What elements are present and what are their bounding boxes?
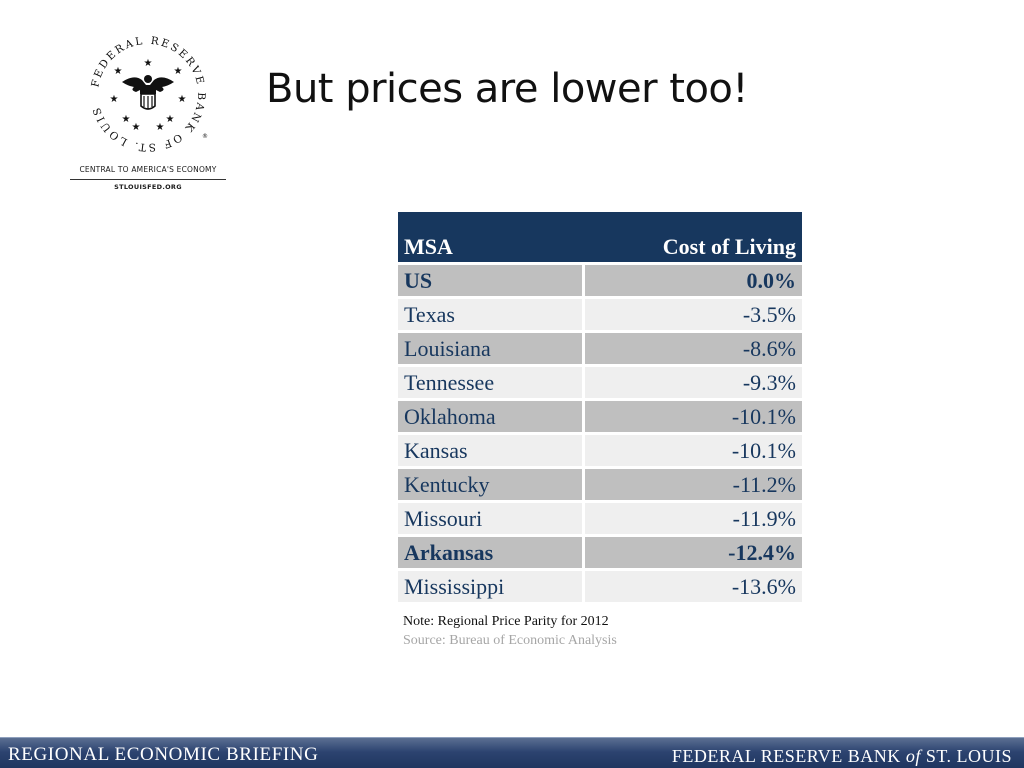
fed-seal-icon: FEDERAL RESERVE BANK OF ST. LOUIS ★ ★ ★ … xyxy=(89,35,208,153)
cost-of-living-cell: -12.4% xyxy=(583,534,802,570)
cost-of-living-cell: -8.6% xyxy=(583,330,802,366)
footer-briefing-label: REGIONAL ECONOMIC BRIEFING xyxy=(8,744,319,765)
msa-cell: Kentucky xyxy=(398,466,585,502)
cost-of-living-cell: -10.1% xyxy=(583,432,802,468)
table-row: US 0.0% xyxy=(398,262,802,298)
footer-bank-name: FEDERAL RESERVE BANK of ST. LOUIS xyxy=(672,746,1012,767)
slide-title: But prices are lower too! xyxy=(266,66,748,112)
msa-cell: Tennessee xyxy=(398,364,585,400)
footer-bank-name-pre: FEDERAL RESERVE BANK xyxy=(671,746,906,766)
registered-mark: ® xyxy=(202,133,208,140)
svg-text:★: ★ xyxy=(156,122,165,133)
cost-of-living-table: MSA Cost of Living US 0.0% Texas -3.5% Louis… xyxy=(398,212,802,602)
table-row: Louisiana -8.6% xyxy=(398,330,802,366)
svg-text:★: ★ xyxy=(174,66,183,77)
msa-cell: Louisiana xyxy=(398,330,585,366)
footer-bank-name-post: ST. LOUIS xyxy=(920,746,1012,766)
msa-cell: Kansas xyxy=(398,432,585,468)
table-row: Arkansas -12.4% xyxy=(398,534,802,570)
svg-text:★: ★ xyxy=(166,114,175,125)
table-source: Source: Bureau of Economic Analysis xyxy=(403,633,617,648)
table-row: Kansas -10.1% xyxy=(398,432,802,468)
table-row: Mississippi -13.6% xyxy=(398,568,802,602)
header-cost-of-living: Cost of Living xyxy=(583,212,802,264)
table-row: Oklahoma -10.1% xyxy=(398,398,802,434)
header-msa: MSA xyxy=(398,212,584,264)
msa-cell: Missouri xyxy=(398,500,585,536)
cost-of-living-cell: -10.1% xyxy=(583,398,802,434)
cost-of-living-cell: -11.9% xyxy=(583,500,802,536)
svg-text:★: ★ xyxy=(178,94,187,105)
logo-tagline: CENTRAL TO AMERICA'S ECONOMY xyxy=(70,165,226,180)
svg-text:★: ★ xyxy=(114,66,123,77)
cost-of-living-cell: -3.5% xyxy=(583,296,802,332)
footer-bar: REGIONAL ECONOMIC BRIEFING FEDERAL RESER… xyxy=(0,737,1024,768)
cost-of-living-table-container: MSA Cost of Living US 0.0% Texas -3.5% Louis… xyxy=(398,212,802,649)
table-row: Missouri -11.9% xyxy=(398,500,802,536)
cost-of-living-cell: -9.3% xyxy=(583,364,802,400)
table-row: Tennessee -9.3% xyxy=(398,364,802,400)
table-header-row: MSA Cost of Living xyxy=(398,212,802,264)
svg-text:★: ★ xyxy=(132,122,141,133)
table-body: US 0.0% Texas -3.5% Louisiana -8.6% Tennessee -… xyxy=(398,262,802,602)
svg-text:★: ★ xyxy=(122,114,131,125)
table-row: Kentucky -11.2% xyxy=(398,466,802,502)
table-note: Note: Regional Price Parity for 2012 xyxy=(403,614,609,629)
cost-of-living-cell: -11.2% xyxy=(583,466,802,502)
msa-cell: Arkansas xyxy=(398,534,585,570)
logo-website: STLOUISFED.ORG xyxy=(114,183,182,191)
cost-of-living-cell: -13.6% xyxy=(583,568,802,602)
cost-of-living-cell: 0.0% xyxy=(583,262,802,298)
fed-logo: FEDERAL RESERVE BANK OF ST. LOUIS ★ ★ ★ … xyxy=(70,30,226,195)
svg-text:★: ★ xyxy=(144,58,153,69)
msa-cell: Mississippi xyxy=(398,568,585,602)
table-row: Texas -3.5% xyxy=(398,296,802,332)
footer-bank-name-of: of xyxy=(905,746,921,766)
svg-text:★: ★ xyxy=(110,94,119,105)
msa-cell: US xyxy=(398,262,585,298)
msa-cell: Texas xyxy=(398,296,585,332)
msa-cell: Oklahoma xyxy=(398,398,585,434)
